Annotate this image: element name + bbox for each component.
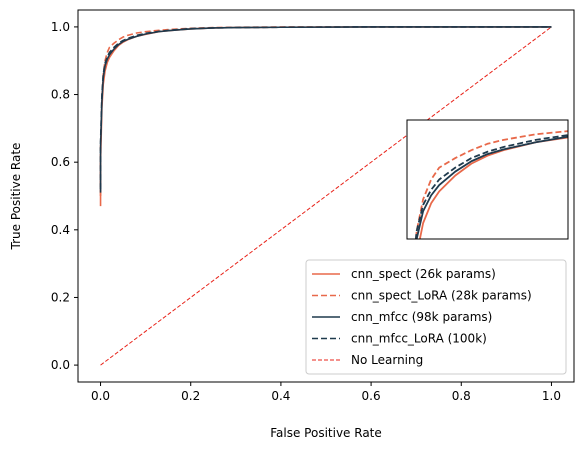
x-tick-label: 0.4 [271,389,290,403]
x-axis-ticks: 0.0 0.2 0.4 0.6 0.8 1.0 [91,382,561,403]
legend-label: No Learning [351,353,423,367]
x-tick-label: 0.0 [91,389,110,403]
y-tick-label: 1.0 [51,20,70,34]
inset-series-line-cnn-mfcc-98k-params [415,135,568,239]
x-tick-label: 0.6 [362,389,381,403]
legend-entry: cnn_spect (26k params) [312,267,496,281]
legend-box [305,259,567,375]
inset-series-line-cnn-spect-lora-28k-params [415,130,568,239]
legend-label: cnn_spect_LoRA (28k params) [351,289,532,303]
legend-label: cnn_mfcc (98k params) [351,310,492,324]
y-tick-label: 0.8 [51,88,70,102]
x-axis-label: False Positive Rate [270,426,382,440]
y-axis-label: True Positive Rate [9,143,23,251]
y-tick-label: 0.4 [51,223,70,237]
plot-frame [77,9,575,383]
y-tick-label: 0.0 [51,358,70,372]
legend-label: cnn_mfcc_LoRA (100k) [351,332,487,346]
legend-entry: cnn_mfcc (98k params) [312,310,492,324]
series-line-no-learning [100,26,552,366]
inset-background [407,120,568,239]
series-line-cnn-mfcc-lora-100k [99,26,552,190]
inset-series-line-cnn-mfcc-lora-100k [414,134,568,239]
y-tick-label: 0.2 [51,290,70,304]
x-tick-label: 0.2 [181,389,200,403]
y-axis-ticks: 0.0 0.2 0.4 0.6 0.8 1.0 [51,20,78,372]
inset-frame [406,119,569,240]
x-tick-label: 1.0 [542,389,561,403]
legend: cnn_spect (26k params) cnn_spect_LoRA (28… [305,259,567,375]
plot-lines [99,26,552,366]
legend-entry: No Learning [312,353,423,367]
legend-entry: cnn_spect_LoRA (28k params) [312,289,532,303]
legend-label: cnn_spect (26k params) [351,267,496,281]
x-tick-label: 0.8 [452,389,471,403]
y-tick-label: 0.6 [51,155,70,169]
inset-plot-lines [414,130,568,239]
legend-entry: cnn_mfcc_LoRA (100k) [312,332,487,346]
